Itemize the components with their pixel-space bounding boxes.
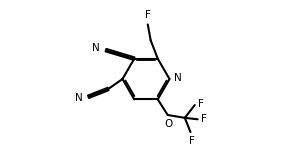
Text: F: F [198, 99, 204, 109]
Text: F: F [145, 9, 151, 19]
Text: O: O [164, 119, 173, 129]
Text: N: N [174, 73, 182, 83]
Text: F: F [189, 136, 195, 146]
Text: N: N [92, 43, 99, 53]
Text: F: F [201, 114, 207, 124]
Text: N: N [75, 93, 83, 103]
